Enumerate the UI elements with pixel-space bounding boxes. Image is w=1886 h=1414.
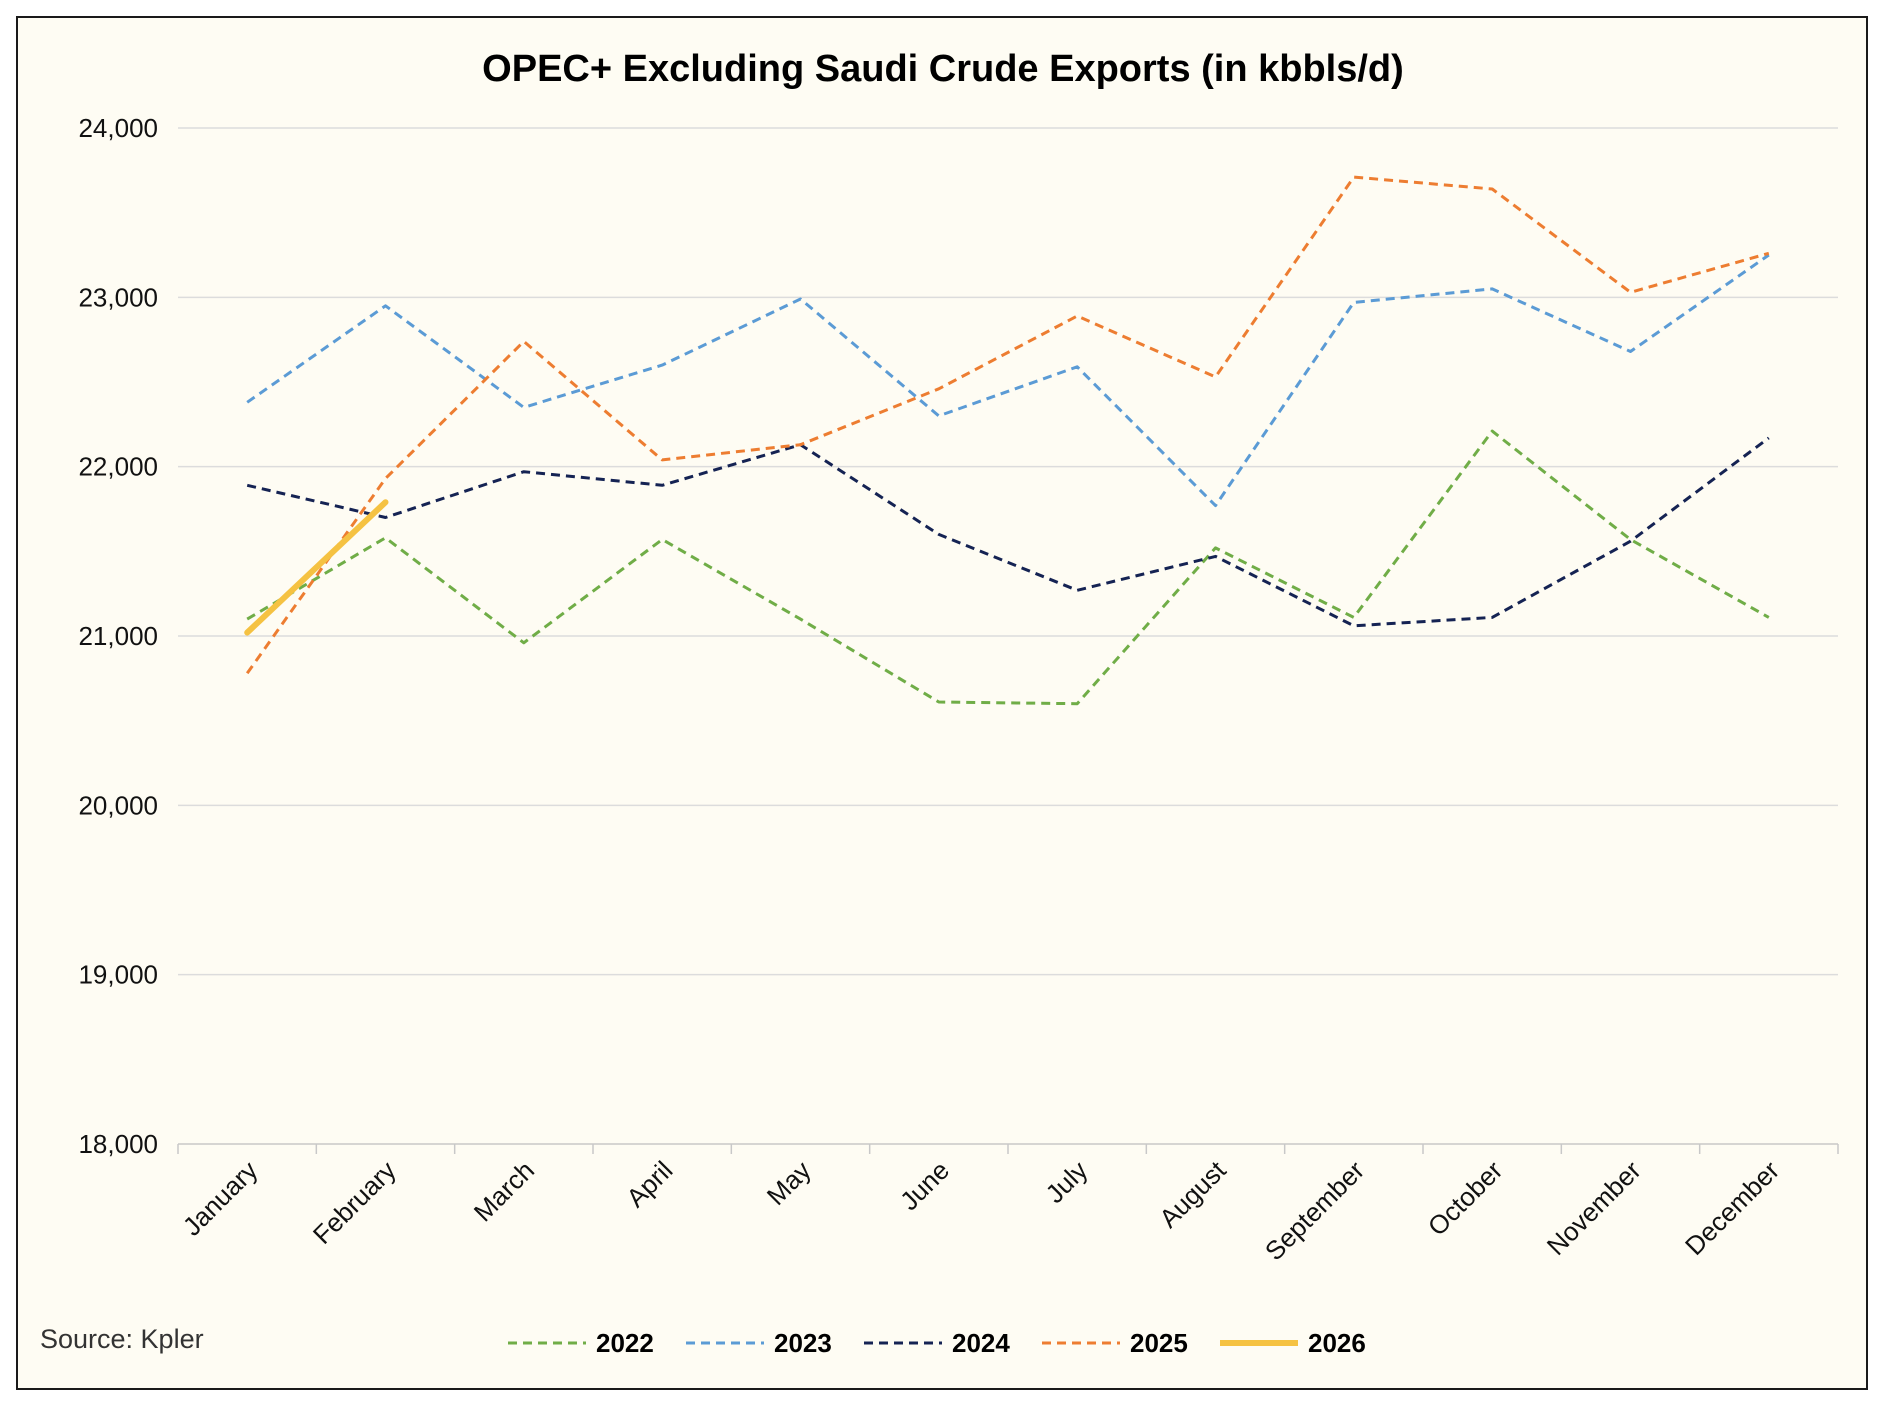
x-tick-label: July	[1039, 1155, 1093, 1209]
y-tick-label: 23,000	[78, 282, 158, 312]
series-line-2025	[245, 175, 1770, 675]
line-chart: OPEC+ Excluding Saudi Crude Exports (in …	[40, 48, 1839, 1358]
x-tick-label: June	[894, 1155, 955, 1216]
series-line-2026	[244, 499, 389, 636]
legend-label-2022: 2022	[596, 1328, 654, 1358]
legend-label-2023: 2023	[774, 1328, 832, 1358]
legend-label-2025: 2025	[1130, 1328, 1188, 1358]
y-tick-label: 19,000	[78, 960, 158, 990]
series-line-2022	[246, 429, 1770, 706]
y-tick-label: 24,000	[78, 113, 158, 143]
x-tick-label: August	[1153, 1154, 1232, 1233]
x-tick-label: April	[620, 1155, 678, 1213]
x-tick-label: March	[468, 1155, 540, 1227]
x-tick-label: December	[1679, 1155, 1785, 1261]
series-line-2023	[246, 253, 1770, 508]
x-tick-label: May	[761, 1155, 817, 1211]
x-tick-label: January	[177, 1155, 264, 1242]
x-tick-label: September	[1259, 1155, 1370, 1266]
x-tick-label: February	[307, 1155, 402, 1250]
gridlines	[178, 127, 1838, 1145]
series-line-2024	[246, 436, 1770, 628]
legend-label-2026: 2026	[1308, 1328, 1366, 1358]
axes: 18,000 19,000 20,000 21,000 22,000 23,000 24,0…	[78, 113, 1839, 1266]
chart-frame: OPEC+ Excluding Saudi Crude Exports (in …	[16, 16, 1868, 1390]
series-lines	[244, 175, 1770, 706]
y-tick-label: 18,000	[78, 1129, 158, 1159]
legend-label-2024: 2024	[952, 1328, 1010, 1358]
x-tick-label: October	[1422, 1155, 1509, 1242]
x-tick-label: November	[1541, 1155, 1647, 1261]
y-tick-label: 21,000	[78, 621, 158, 651]
y-tick-label: 22,000	[78, 452, 158, 482]
y-tick-label: 20,000	[78, 790, 158, 820]
legend: 2022 2023 2024 2025 2026	[508, 1328, 1366, 1358]
source-note: Source: Kpler	[40, 1324, 204, 1354]
chart-title: OPEC+ Excluding Saudi Crude Exports (in …	[482, 48, 1404, 90]
